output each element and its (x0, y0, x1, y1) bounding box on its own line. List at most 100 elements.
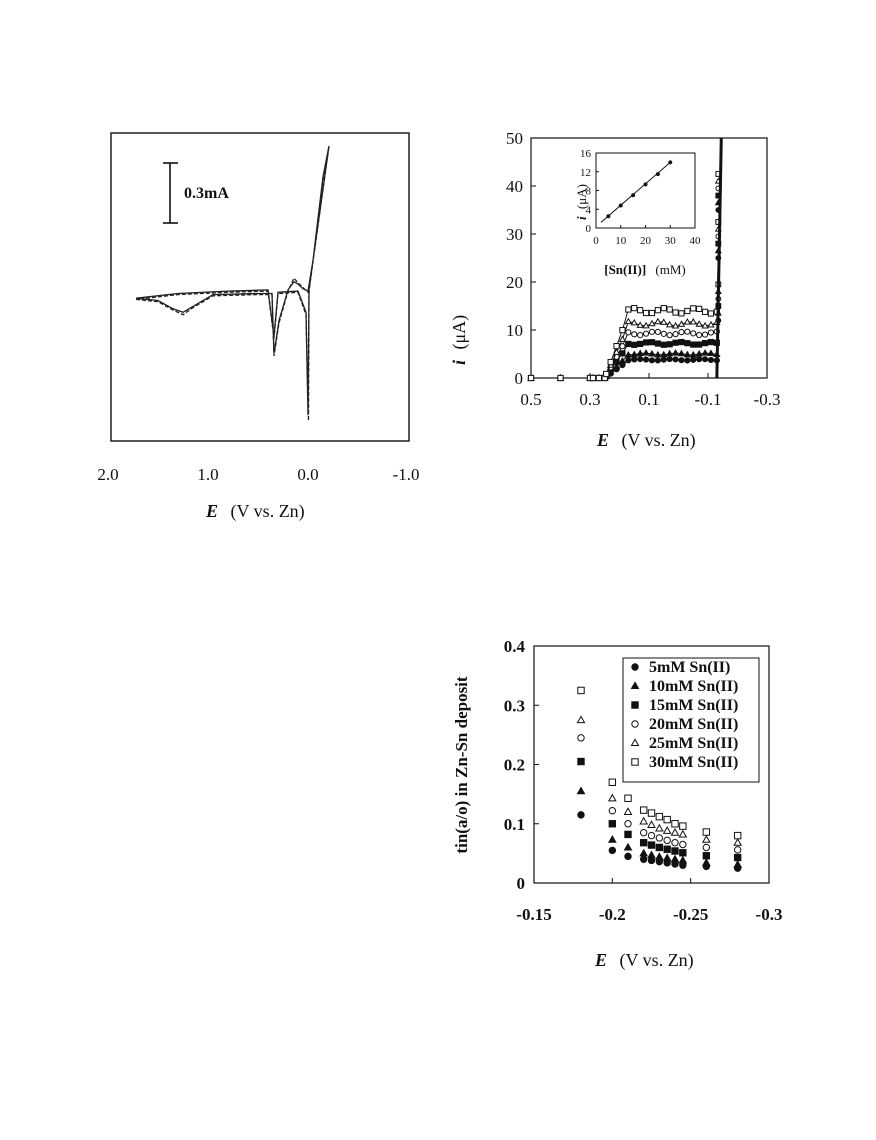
cv-xlabel-unit: (V vs. Zn) (231, 501, 305, 522)
inset-ylabel: i (μA) (574, 184, 589, 220)
lsv-point (612, 362, 621, 370)
tin-point (662, 853, 672, 862)
tin-point (607, 835, 617, 843)
tin-point (639, 806, 648, 814)
tin-xtick-label: -0.25 (673, 905, 708, 924)
tin-ytick-label: 0.4 (504, 637, 526, 656)
tin-point (655, 812, 664, 821)
lsv-point (631, 331, 638, 338)
lsv-point (701, 321, 709, 329)
inset-ytick-label: 4 (586, 204, 592, 216)
lsv-point (648, 319, 656, 327)
lsv-point (695, 349, 703, 357)
tin-point (654, 852, 664, 860)
tin-point (655, 834, 664, 842)
lsv-point (637, 307, 644, 314)
inset-ytick-label: 8 (586, 186, 592, 198)
inset-ytick-label: 0 (586, 223, 592, 235)
tin-point (639, 855, 648, 864)
lsv-point (630, 350, 638, 358)
tin-point (701, 858, 711, 866)
tin-xlabel-var: E (594, 950, 607, 970)
lsv-chart: 0 10 20 30 40 50 0.5 0.3 0.1 -0.1 -0.3 0 4 8 12 16 0 10 20… (449, 129, 781, 451)
tin-point (671, 847, 679, 855)
tin-point (702, 843, 711, 852)
tin-point (577, 686, 585, 695)
cv-xtick-label: -1.0 (393, 465, 420, 484)
lsv-point (671, 349, 680, 356)
lsv-point (642, 321, 650, 329)
lsv-point (677, 320, 686, 327)
tin-point (624, 852, 632, 861)
tin-point (608, 820, 617, 828)
lsv-point (618, 356, 627, 364)
lsv-point (689, 350, 697, 358)
lsv-point (624, 317, 633, 325)
tin-point (654, 823, 664, 832)
tin-point (702, 852, 711, 860)
tin-point (624, 820, 632, 828)
tin-legend-label: 15mM Sn(II) (649, 697, 738, 714)
lsv-point (684, 357, 691, 364)
lsv-point (648, 309, 656, 317)
lsv-point (660, 330, 667, 337)
lsv-point (678, 329, 685, 336)
tin-point (623, 807, 633, 815)
lsv-point (603, 370, 610, 378)
tin-point (678, 855, 688, 864)
inset-xlabel-unit: (mM) (655, 262, 685, 277)
lsv-point (648, 339, 656, 346)
tin-legend-marker (631, 720, 639, 728)
lsv-xtick-label: 0.1 (638, 390, 659, 409)
lsv-xtick-label: -0.3 (754, 390, 781, 409)
lsv-point (672, 339, 679, 346)
lsv-point (642, 309, 650, 317)
lsv-point (636, 321, 644, 328)
lsv-point (642, 330, 650, 337)
cv-scale-bar-label: 0.3mA (184, 185, 229, 202)
lsv-point (678, 338, 685, 346)
tin-xtick-label: -0.3 (756, 905, 783, 924)
tin-point (679, 840, 687, 849)
lsv-point (696, 341, 703, 348)
tin-ytick-label: 0.2 (504, 756, 525, 775)
tin-point (608, 846, 617, 855)
tin-point (702, 828, 711, 836)
lsv-point (654, 328, 661, 336)
tin-root: 0 0.1 0.2 0.3 0.4 -0.15 -0.2 -0.25 -0.3 5mM Sn(II… (504, 637, 783, 924)
lsv-point (683, 317, 692, 325)
lsv-point (707, 320, 715, 328)
lsv-point (707, 310, 715, 317)
inset-point (631, 193, 636, 198)
lsv-point (684, 328, 691, 335)
inset-ylabel-unit: (μA) (574, 184, 589, 209)
tin-point (663, 836, 671, 845)
lsv-point (671, 321, 680, 329)
inset-point (643, 182, 648, 187)
lsv-point (631, 305, 638, 312)
tin-point (639, 848, 649, 857)
cv-curves (135, 145, 330, 421)
lsv-point (595, 374, 602, 382)
cv-xtick-label: 2.0 (97, 465, 118, 484)
lsv-point (613, 342, 620, 350)
lsv-point (619, 350, 626, 357)
cv-plot-frame (110, 132, 410, 442)
tin-legend-marker (630, 681, 640, 690)
tin-legend-marker (631, 663, 639, 671)
lsv-point (648, 349, 656, 357)
tin-point (623, 842, 633, 851)
lsv-point (625, 340, 632, 348)
tin-ytick-label: 0.3 (504, 696, 525, 715)
lsv-point (701, 331, 709, 338)
lsv-ytick-label: 10 (506, 321, 523, 340)
lsv-ylabel-unit: (μA) (449, 315, 470, 350)
lsv-point (707, 338, 715, 346)
lsv-point (689, 317, 697, 325)
lsv-point (648, 357, 656, 364)
tin-legend-marker (631, 758, 639, 766)
tin-point (671, 820, 679, 828)
lsv-point (678, 310, 685, 317)
cv-xtick-label: 1.0 (197, 465, 218, 484)
tin-point (647, 831, 656, 840)
